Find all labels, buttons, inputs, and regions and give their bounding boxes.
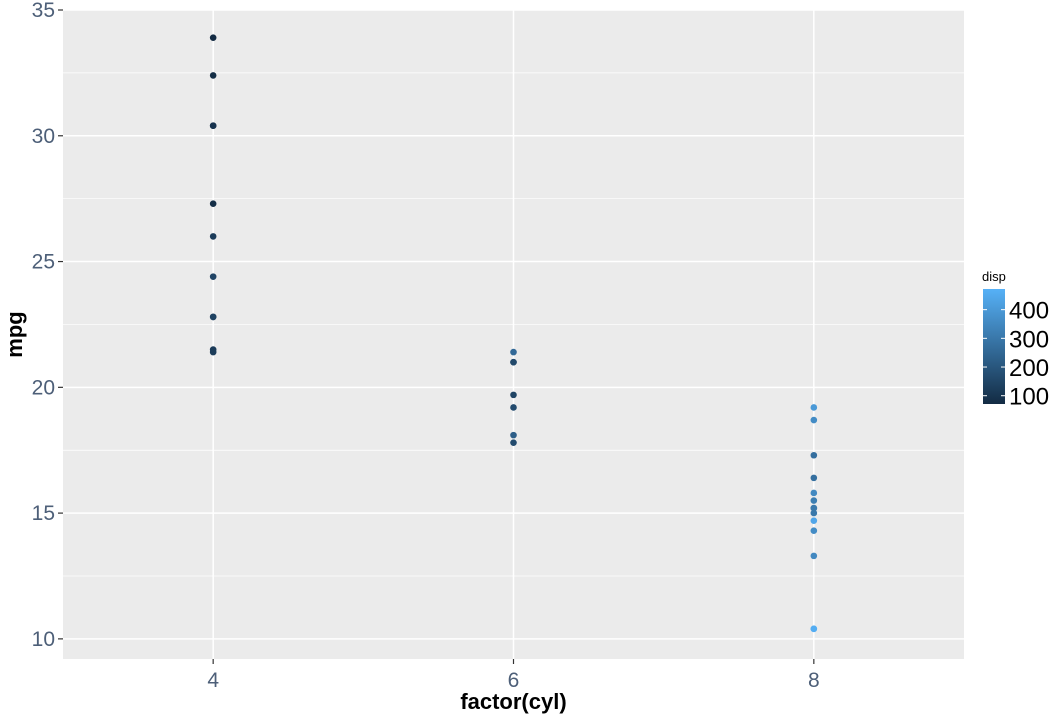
data-point: [810, 625, 818, 633]
x-tick-label: 6: [508, 669, 520, 692]
data-point: [810, 497, 818, 504]
data-point: [810, 489, 818, 497]
data-point: [810, 451, 818, 459]
data-point: [209, 313, 217, 321]
data-point: [510, 439, 517, 446]
data-point: [209, 273, 217, 280]
y-axis-title: mpg: [2, 311, 27, 357]
y-axis-ticks: 10 15 20 25 30 35: [32, 0, 63, 651]
data-points: [209, 34, 818, 633]
data-point: [810, 552, 818, 560]
data-point: [209, 34, 217, 41]
y-tick-label: 30: [32, 125, 55, 148]
data-point: [810, 404, 818, 411]
data-point: [510, 358, 517, 366]
data-point: [209, 72, 217, 79]
x-axis-title: factor(cyl): [460, 689, 566, 714]
legend-tick-label: 100: [1009, 384, 1049, 411]
legend-tick-label: 200: [1009, 355, 1049, 382]
y-tick-label: 25: [32, 251, 55, 274]
data-point: [810, 474, 818, 482]
data-point: [810, 527, 818, 535]
data-point: [810, 509, 818, 517]
x-axis-ticks: 4 6 8: [207, 659, 820, 692]
y-tick-label: 20: [32, 376, 55, 399]
x-tick-label: 4: [207, 669, 219, 692]
legend-colorbar: [983, 289, 1005, 404]
data-point: [810, 517, 818, 524]
x-tick-label: 8: [808, 669, 820, 692]
legend-tick-label: 400: [1009, 298, 1049, 325]
data-point: [209, 233, 217, 240]
data-point: [510, 431, 517, 439]
data-point: [510, 348, 517, 356]
data-point: [209, 200, 217, 207]
data-point: [510, 404, 517, 411]
y-tick-label: 35: [32, 0, 55, 22]
data-point: [510, 391, 517, 399]
legend-tick-label: 300: [1009, 326, 1049, 353]
legend-title: disp: [982, 269, 1006, 284]
y-tick-label: 15: [32, 502, 55, 525]
y-tick-label: 10: [32, 628, 55, 651]
data-point: [810, 504, 818, 512]
data-point: [209, 122, 217, 130]
data-point: [209, 348, 217, 356]
data-point: [810, 416, 818, 424]
